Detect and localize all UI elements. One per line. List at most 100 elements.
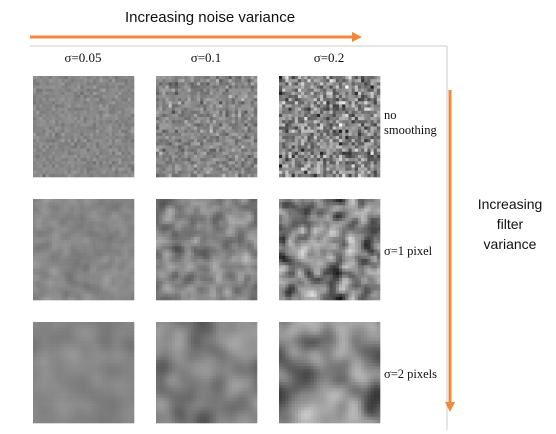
pixel — [367, 142, 371, 146]
pixel — [181, 246, 185, 250]
pixel — [351, 126, 356, 130]
pixel — [83, 76, 87, 80]
pixel — [156, 94, 160, 99]
pixel — [156, 104, 160, 108]
pixel — [190, 132, 195, 137]
pixel — [297, 135, 302, 140]
pixel — [115, 227, 119, 231]
pixel — [197, 123, 201, 127]
pixel — [165, 85, 169, 89]
pixel — [187, 126, 192, 130]
pixel — [77, 284, 81, 288]
pixel — [115, 281, 119, 285]
pixel — [121, 290, 125, 294]
pixel — [338, 161, 343, 165]
pixel — [203, 243, 207, 247]
pixel — [241, 214, 245, 219]
pixel — [96, 233, 100, 238]
pixel — [130, 243, 135, 247]
pixel — [58, 161, 62, 165]
pixel — [80, 202, 84, 206]
pixel — [206, 277, 210, 282]
pixel — [203, 170, 207, 175]
pixel — [250, 246, 255, 250]
pixel — [338, 88, 343, 93]
pixel — [111, 230, 116, 235]
pixel — [111, 161, 116, 165]
pixel — [228, 224, 233, 228]
pixel — [203, 268, 207, 272]
pixel — [181, 274, 185, 279]
pixel — [83, 98, 87, 102]
pixel — [367, 101, 371, 105]
pixel — [159, 154, 163, 159]
pixel — [250, 85, 255, 89]
pixel — [105, 221, 110, 225]
pixel — [291, 117, 296, 121]
pixel — [92, 217, 97, 222]
pixel — [74, 208, 78, 212]
pixel — [45, 287, 50, 291]
pixel — [61, 120, 65, 124]
pixel — [231, 224, 236, 228]
pixel — [244, 274, 248, 279]
pixel — [250, 277, 255, 282]
pixel — [332, 98, 337, 102]
pixel — [105, 255, 110, 260]
pixel — [111, 199, 116, 203]
pixel — [206, 139, 210, 143]
pixel — [45, 154, 50, 159]
pixel — [376, 98, 381, 102]
pixel — [357, 82, 362, 86]
pixel — [203, 208, 207, 212]
pixel — [159, 271, 163, 276]
pixel — [33, 161, 37, 165]
pixel — [244, 151, 248, 156]
pixel — [357, 88, 362, 93]
pixel — [130, 148, 135, 153]
pixel — [370, 123, 374, 127]
pixel — [193, 120, 198, 124]
pixel — [165, 101, 169, 105]
pixel — [222, 101, 226, 105]
pixel — [77, 271, 81, 276]
pixel — [297, 120, 302, 124]
pixel — [174, 88, 179, 93]
pixel — [285, 120, 289, 124]
pixel — [225, 236, 229, 241]
pixel — [86, 82, 91, 86]
pixel — [215, 88, 220, 93]
pixel — [244, 233, 248, 238]
pixel — [225, 164, 229, 168]
pixel — [228, 88, 233, 93]
pixel — [187, 145, 192, 149]
pixel — [33, 249, 37, 253]
pixel — [206, 227, 210, 231]
pixel — [225, 202, 229, 206]
pixel — [51, 208, 56, 212]
pixel — [187, 76, 192, 80]
pixel — [345, 135, 349, 140]
pixel — [234, 170, 239, 175]
pixel — [241, 271, 245, 276]
pixel — [351, 98, 356, 102]
pixel — [181, 110, 185, 115]
pixel — [111, 268, 116, 272]
pixel — [250, 91, 255, 96]
pixel — [376, 142, 381, 146]
pixel — [99, 123, 103, 127]
pixel — [111, 173, 116, 178]
pixel — [108, 94, 113, 99]
pixel — [96, 268, 100, 272]
pixel — [244, 88, 248, 93]
pixel — [335, 76, 340, 80]
pixel — [33, 233, 37, 238]
pixel — [219, 126, 223, 130]
pixel — [357, 132, 362, 137]
pixel — [342, 76, 346, 80]
pixel — [58, 173, 62, 178]
pixel — [184, 142, 188, 146]
pixel — [64, 221, 69, 225]
pixel — [96, 129, 100, 134]
pixel — [64, 265, 69, 269]
